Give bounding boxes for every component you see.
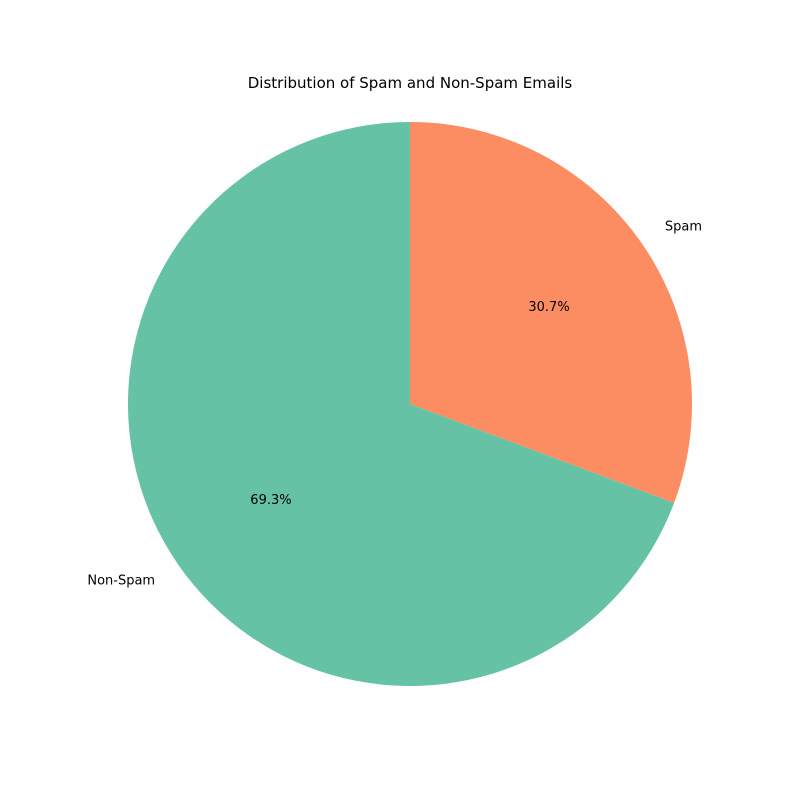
slice-percent-non-spam: 69.3%	[250, 493, 291, 508]
pie-labels: Spam 30.7% Non-Spam 69.3%	[87, 220, 702, 589]
slice-percent-spam: 30.7%	[528, 300, 569, 315]
chart-title: Distribution of Spam and Non-Spam Emails	[248, 74, 573, 92]
slice-label-spam: Spam	[665, 220, 702, 235]
pie-slice-non-spam	[127, 122, 675, 686]
slice-label-non-spam: Non-Spam	[87, 573, 155, 588]
pie-slice-spam	[410, 122, 692, 503]
pie-slices	[127, 122, 692, 686]
